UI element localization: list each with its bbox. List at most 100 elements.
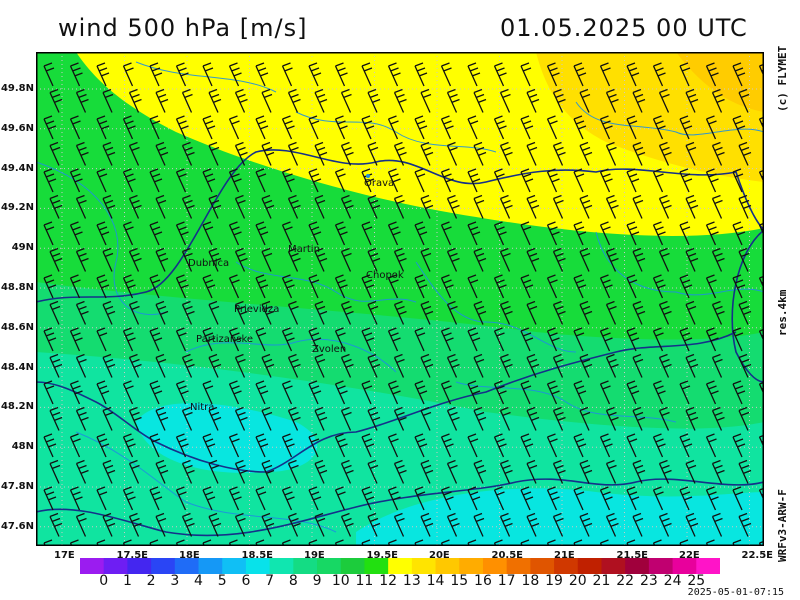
- wind-barb: [738, 88, 750, 113]
- wind-barb: [340, 406, 352, 431]
- map-title: wind 500 hPa [m/s]: [58, 14, 308, 42]
- wind-barb: [632, 194, 644, 219]
- wind-barb: [175, 168, 187, 193]
- wind-barb: [579, 194, 593, 219]
- wind-barb: [573, 274, 587, 299]
- colorbar-swatch: [293, 558, 318, 574]
- wind-barb: [149, 62, 163, 87]
- wind-barb: [287, 353, 301, 378]
- wind-barb: [202, 115, 216, 140]
- wind-barb: [526, 406, 540, 431]
- wind-barb: [69, 168, 83, 193]
- wind-barb: [732, 327, 744, 352]
- wind-barb: [261, 300, 275, 325]
- southern-border: [36, 478, 764, 537]
- colorbar-label: 10: [331, 573, 350, 589]
- wind-barb: [546, 433, 558, 458]
- wind-barb: [334, 327, 346, 352]
- wind-barb: [473, 88, 487, 113]
- wind-barb: [499, 88, 511, 113]
- wind-barb: [367, 459, 379, 484]
- wind-barb: [202, 62, 214, 87]
- wind-barb: [75, 194, 87, 219]
- wind-barb: [361, 486, 375, 511]
- wind-barb: [467, 274, 479, 299]
- wind-barb: [467, 433, 479, 458]
- wind-barb: [255, 62, 269, 87]
- wind-barb: [467, 327, 481, 352]
- wind-barb: [711, 88, 725, 113]
- wind-barb: [420, 141, 434, 166]
- wind-barb: [122, 62, 134, 87]
- x-tick-label: 18E: [179, 550, 200, 561]
- colorbar-label: 25: [687, 573, 706, 589]
- colorbar-label: 11: [355, 573, 374, 589]
- wind-barb: [314, 459, 328, 484]
- wind-barb: [96, 168, 108, 193]
- wind-barb: [679, 486, 693, 511]
- wind-barb: [149, 221, 163, 246]
- wind-barb: [499, 512, 513, 537]
- colorbar-swatch: [530, 558, 555, 574]
- wind-barb: [49, 88, 63, 113]
- colorbar-swatch: [103, 558, 128, 574]
- wind-barb: [493, 486, 505, 511]
- wind-barb: [308, 115, 320, 140]
- wind-barb: [579, 406, 591, 431]
- wind-barb: [473, 141, 487, 166]
- wind-barb: [228, 380, 242, 405]
- wind-barb: [314, 300, 328, 325]
- wind-barb: [420, 194, 434, 219]
- district-borders: [36, 61, 764, 533]
- wind-barb: [711, 459, 725, 484]
- wind-barb: [493, 62, 507, 87]
- wind-barb: [679, 380, 691, 405]
- wind-barb: [705, 274, 717, 299]
- wind-barb: [420, 88, 432, 113]
- wind-barb: [367, 512, 381, 537]
- wind-barb: [234, 88, 248, 113]
- wind-barb: [155, 459, 169, 484]
- wind-barb: [69, 274, 81, 299]
- wind-barb: [573, 433, 587, 458]
- wind-barb: [49, 406, 63, 431]
- wind-barb: [261, 247, 273, 272]
- wind-barb: [308, 168, 322, 193]
- wind-barb: [658, 512, 672, 537]
- colorbar-swatch: [672, 558, 697, 574]
- wind-barb: [493, 380, 507, 405]
- wind-barb: [652, 274, 666, 299]
- wind-barb: [393, 247, 407, 272]
- wind-barb: [234, 512, 246, 537]
- y-tick-label: 48.8N: [0, 282, 34, 293]
- wind-barb: [149, 486, 163, 511]
- colorbar-swatch: [127, 558, 152, 574]
- wind-barb: [181, 406, 193, 431]
- colorbar-label: 4: [194, 573, 203, 589]
- wind-barb: [414, 274, 428, 299]
- wind-barb: [573, 62, 587, 87]
- city-prievidza: Prievidza: [234, 304, 279, 315]
- wind-barb: [679, 327, 693, 352]
- wind-barb: [128, 300, 140, 325]
- city-orava: Orava: [364, 178, 394, 189]
- wind-barb: [652, 168, 664, 193]
- wind-barb: [738, 247, 750, 272]
- wind-map: Orava Martin Dubnica Chopok Prievidza Pa…: [36, 52, 764, 546]
- wind-barb: [102, 512, 116, 537]
- wind-barb: [546, 221, 560, 246]
- wind-barb: [473, 406, 487, 431]
- wind-barb: [440, 486, 454, 511]
- wind-barb: [234, 247, 248, 272]
- wind-barb: [308, 327, 322, 352]
- grid-lines: [36, 52, 764, 546]
- wind-barb: [281, 274, 295, 299]
- wind-barb: [175, 115, 189, 140]
- wind-barb: [334, 539, 346, 546]
- x-tick-label: 17.5E: [116, 550, 149, 561]
- wind-barb: [149, 115, 161, 140]
- wind-barb: [75, 406, 89, 431]
- wind-barb: [632, 512, 644, 537]
- wind-barb: [414, 62, 428, 87]
- wind-barb: [175, 433, 189, 458]
